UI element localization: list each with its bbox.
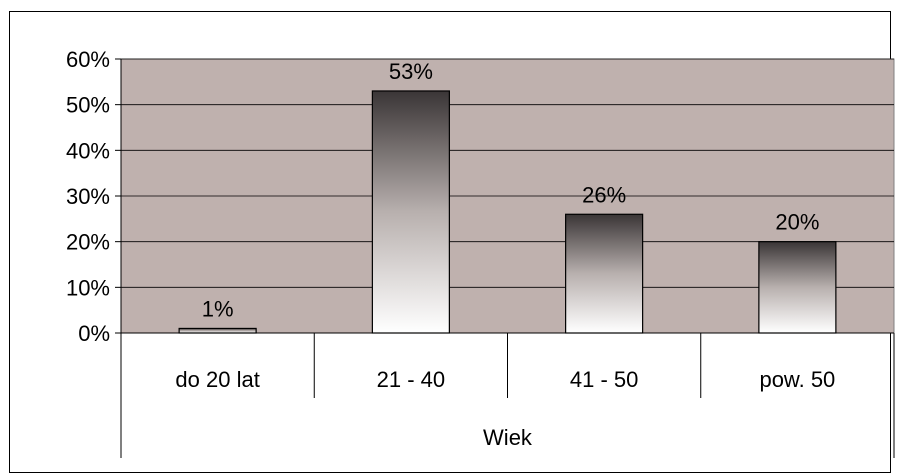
x-category-label: pow. 50 <box>759 367 835 392</box>
x-axis-title: Wiek <box>483 425 533 450</box>
gridlines <box>121 58 894 288</box>
x-category-label: do 20 lat <box>175 367 259 392</box>
data-label: 53% <box>389 59 433 84</box>
y-axis-tick-labels: 0% 10% 20% 30% 40% 50% 60% <box>66 47 110 346</box>
y-tick-label: 30% <box>66 184 110 209</box>
x-axis-category-labels: do 20 lat 21 - 40 41 - 50 pow. 50 <box>175 367 835 392</box>
data-label: 1% <box>202 296 234 321</box>
y-tick-label: 40% <box>66 138 110 163</box>
data-label: 26% <box>582 182 626 207</box>
bar <box>565 213 644 334</box>
axes <box>115 58 895 458</box>
bar <box>758 241 837 334</box>
x-category-label: 21 - 40 <box>377 367 446 392</box>
y-tick-label: 0% <box>78 321 110 346</box>
data-labels: 1% 53% 26% 20% <box>202 59 820 321</box>
bar <box>178 327 257 334</box>
data-label: 20% <box>775 210 819 235</box>
y-tick-label: 50% <box>66 93 110 118</box>
y-tick-label: 10% <box>66 275 110 300</box>
y-tick-label: 20% <box>66 230 110 255</box>
x-category-label: 41 - 50 <box>570 367 639 392</box>
bars <box>178 90 837 334</box>
y-tick-label: 60% <box>66 47 110 72</box>
bar <box>371 90 450 334</box>
